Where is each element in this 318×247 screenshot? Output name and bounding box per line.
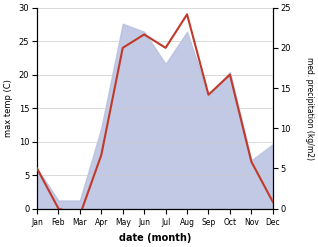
Y-axis label: max temp (C): max temp (C) (4, 79, 13, 137)
X-axis label: date (month): date (month) (119, 233, 191, 243)
Y-axis label: med. precipitation (kg/m2): med. precipitation (kg/m2) (305, 57, 314, 160)
